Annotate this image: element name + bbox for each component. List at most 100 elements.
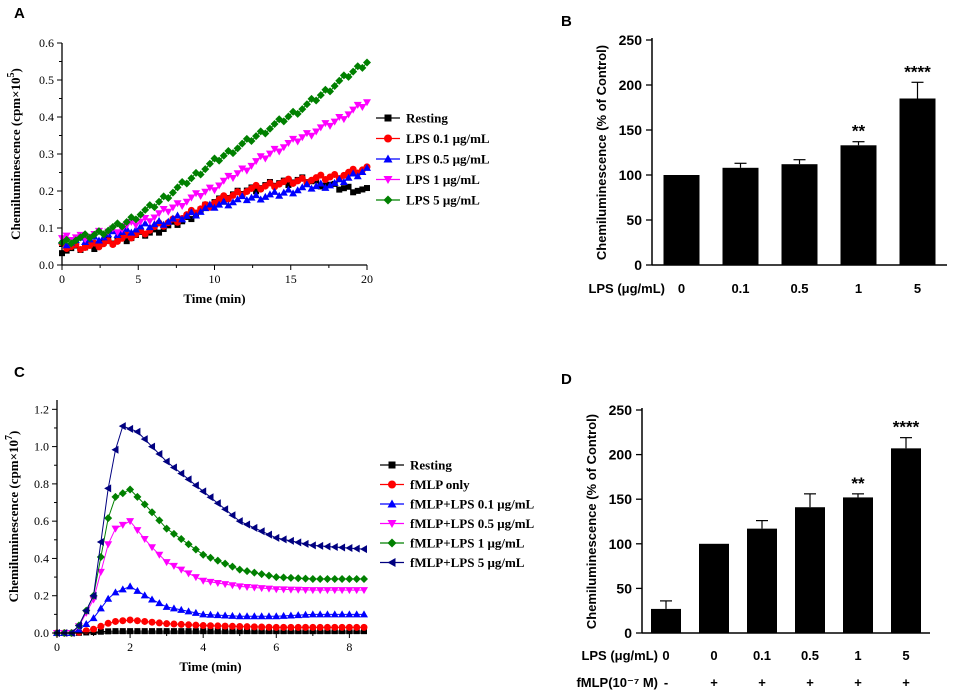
diamond-marker: [257, 570, 266, 579]
diamond-marker: [286, 573, 295, 582]
x-tick-label: 2: [127, 640, 133, 654]
category-label: 5: [902, 648, 909, 663]
diamond-marker: [312, 96, 321, 105]
panel-letter: A: [14, 5, 25, 22]
circle-marker: [258, 623, 266, 631]
diamond-marker: [293, 109, 302, 118]
diamond-marker: [164, 193, 173, 202]
triangle-down-marker: [252, 158, 261, 166]
square-marker: [340, 185, 347, 192]
diamond-marker: [308, 574, 317, 583]
square-marker: [178, 628, 185, 635]
triangle-up-marker: [199, 610, 208, 618]
triangle-up-marker: [298, 183, 307, 191]
triangle-up-marker: [89, 614, 98, 622]
diamond-marker: [294, 574, 303, 583]
diamond-marker: [345, 574, 354, 583]
y-tick-label: 150: [619, 122, 643, 138]
diamond-marker: [383, 195, 393, 205]
y-tick-label: 0.1: [39, 221, 54, 235]
diamond-marker: [104, 514, 113, 523]
circle-marker: [250, 623, 258, 631]
circle-marker: [302, 623, 310, 631]
triangle-up-marker: [264, 612, 273, 620]
diamond-marker: [250, 568, 259, 577]
circle-marker: [177, 620, 185, 628]
y-tick-label: 200: [619, 77, 643, 93]
circle-marker: [126, 616, 134, 624]
triangle-up-marker: [141, 219, 150, 227]
fmlp-label: +: [854, 675, 862, 690]
y-axis-title: Chemiluminescence (% of Control): [594, 45, 609, 260]
square-marker: [214, 628, 221, 635]
square-marker: [336, 186, 343, 193]
panel-d: D 0 - 0 +0.1 +0.5 + ** 1 + **** 5 +0 50 100 150 200 250 Ch…: [561, 371, 930, 690]
triangle-up-marker: [238, 192, 247, 200]
triangle-up-marker: [155, 599, 164, 607]
triangle-down-marker: [228, 175, 237, 183]
triangle-up-marker: [286, 611, 295, 619]
diamond-marker: [330, 82, 339, 91]
triangle-up-marker: [206, 610, 215, 618]
diamond-marker: [206, 553, 215, 562]
triangle-left-marker: [82, 606, 90, 615]
diamond-marker: [316, 91, 325, 100]
triangle-up-marker: [270, 187, 279, 195]
y-tick-label: 50: [616, 580, 632, 596]
triangle-up-marker: [118, 585, 127, 593]
diamond-marker: [352, 574, 361, 583]
diamond-marker: [169, 529, 178, 538]
y-tick-label: 0.2: [34, 589, 49, 603]
triangle-up-marker: [205, 200, 214, 208]
diamond-marker: [302, 100, 311, 109]
diamond-marker: [201, 165, 210, 174]
triangle-down-marker: [235, 583, 244, 591]
y-tick-label: 1.2: [34, 402, 49, 416]
x-axis-title: LPS (μg/mL): [588, 281, 665, 296]
triangle-down-marker: [169, 562, 178, 570]
triangle-down-marker: [264, 585, 273, 593]
triangle-up-marker: [363, 163, 371, 171]
triangle-up-marker: [302, 180, 311, 188]
triangle-down-marker: [150, 214, 159, 222]
triangle-down-marker: [221, 581, 230, 589]
triangle-up-marker: [182, 211, 191, 219]
triangle-up-marker: [265, 190, 274, 198]
triangle-down-marker: [256, 153, 265, 161]
triangle-down-marker: [242, 167, 251, 175]
y-tick-label: 0.0: [34, 626, 49, 640]
bar: [843, 497, 873, 633]
triangle-left-marker: [360, 545, 367, 554]
triangle-up-marker: [243, 612, 252, 620]
square-marker: [280, 628, 287, 635]
circle-marker: [345, 623, 353, 631]
diamond-marker: [326, 87, 335, 96]
x-tick-label: 15: [285, 272, 297, 286]
diamond-marker: [316, 574, 325, 583]
x-tick-label: 0: [54, 640, 60, 654]
square-marker: [207, 628, 214, 635]
row-label-lps: LPS (μg/mL): [581, 648, 658, 663]
square-marker: [222, 628, 229, 635]
legend-label: fMLP only: [410, 477, 470, 492]
triangle-down-marker: [308, 587, 317, 595]
triangle-left-marker: [74, 621, 82, 630]
triangle-left-marker: [155, 450, 163, 459]
y-tick-label: 0.3: [39, 147, 54, 161]
triangle-up-marker: [353, 172, 362, 180]
y-tick-label: 200: [609, 447, 633, 463]
y-tick-label: 0.2: [39, 184, 54, 198]
legend-item: Resting: [376, 111, 448, 126]
triangle-down-marker: [326, 122, 335, 130]
circle-marker: [163, 620, 171, 628]
square-marker: [156, 229, 163, 236]
triangle-down-marker: [131, 222, 140, 230]
diamond-marker: [215, 156, 224, 165]
circle-marker: [294, 623, 302, 631]
triangle-down-marker: [387, 520, 397, 528]
y-tick-label: 0.0: [39, 258, 54, 272]
diamond-marker: [228, 149, 237, 158]
legend-label: fMLP+LPS 1 μg/mL: [410, 536, 525, 551]
circle-marker: [228, 622, 236, 630]
triangle-left-marker: [89, 591, 97, 600]
